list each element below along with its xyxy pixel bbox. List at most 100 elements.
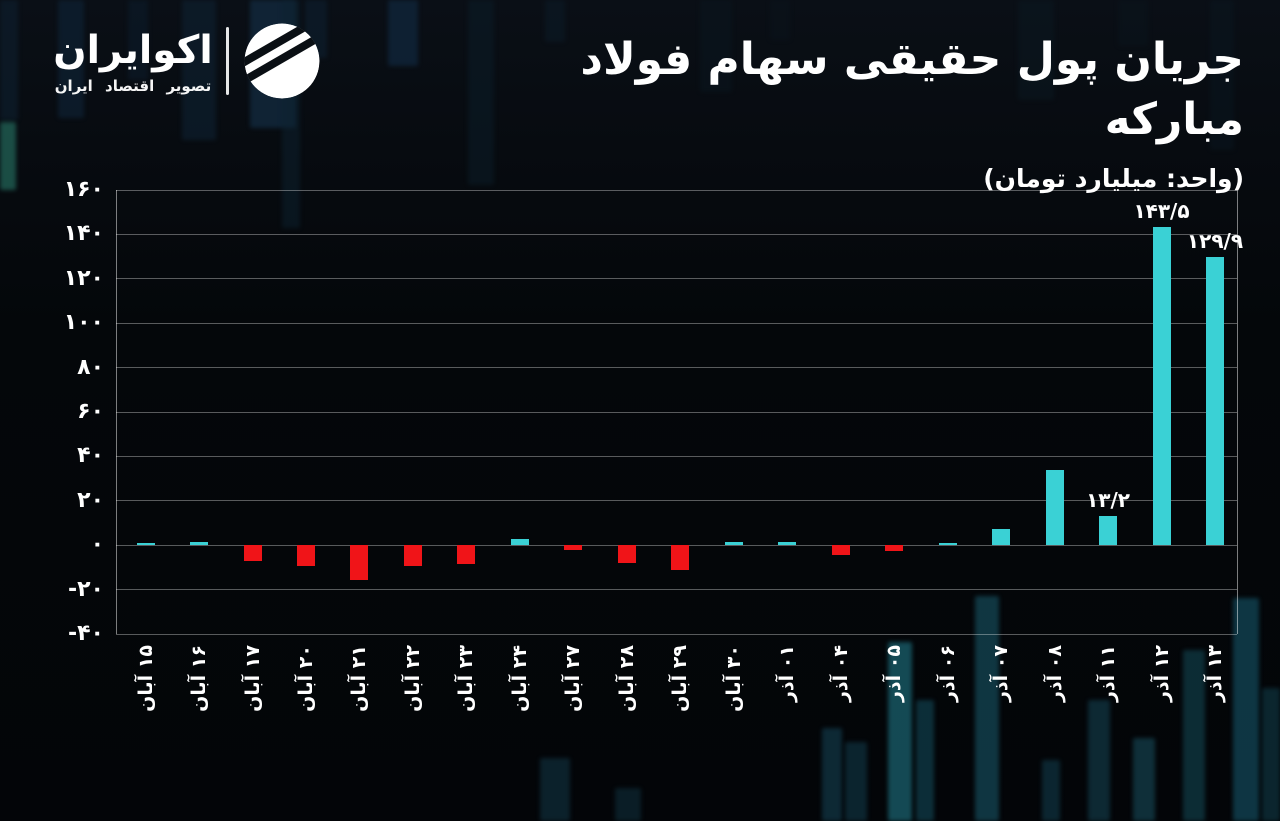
plot-right-border [1237,190,1238,634]
background-stripe [545,0,565,42]
chart-unit-label: (واحد: میلیارد تومان) [983,164,1244,193]
gridline [116,411,1237,413]
bar-value-label: ۱۳/۲ [1086,487,1131,512]
background-stripe [770,0,790,40]
bar [778,541,797,546]
chart-title: جریان پول حقیقی سهام فولاد مبارکه [580,34,1244,145]
y-axis-tick-label: ۱۶۰ [63,177,104,202]
background-stripe [615,788,641,821]
bar [1045,469,1064,546]
x-axis-tick-label: ۱۵ آبان [134,645,157,712]
y-axis-tick-label: ۱۰۰ [63,310,104,336]
bar-value-label: ۱۴۳/۵ [1133,198,1190,223]
background-stripe [468,0,494,185]
gridline [116,500,1237,502]
x-axis-tick-label: ۱۱ آذر [1097,645,1120,703]
brand-logo-mark-icon [244,23,320,99]
brand-tagline: تصویر اقتصاد ایران [54,77,212,95]
y-axis-tick-label: ۲۰ [77,487,104,513]
gridline [116,322,1237,324]
x-axis-tick-label: ۱۷ آبان [241,645,264,712]
background-stripe [975,596,999,821]
x-axis-tick-label: ۰۱ آذر [776,645,799,703]
bar [831,545,850,556]
bar [350,545,369,580]
y-axis-tick-label: ۱۲۰ [63,265,104,291]
x-axis-tick-label: ۱۳ آذر [1204,645,1226,703]
chart-header: جریان پول حقیقی سهام فولاد مبارکه (واحد:… [464,30,1244,193]
brand-text: اکوایران تصویر اقتصاد ایران [52,27,214,95]
y-axis-tick-label: -۲۰ [68,576,104,602]
brand-name: اکوایران [53,28,213,73]
background-stripe [182,0,216,140]
x-axis-tick-label: ۲۳ آبان [455,645,478,712]
y-axis-line [116,190,117,634]
background-stripe [916,700,934,821]
background-stripe [1018,0,1054,100]
bar [190,541,209,546]
background-stripe [822,728,842,821]
bar [403,545,422,567]
gridline [116,589,1237,591]
gridline [116,278,1237,280]
bar [671,545,690,570]
background-stripe [58,0,84,118]
background-stripe [1042,760,1060,821]
background-stripe [128,0,148,80]
x-axis-tick-label: ۱۲ آذر [1150,645,1173,703]
x-axis-tick-label: ۲۰ آبان [295,645,317,712]
bar [1206,256,1224,546]
x-axis-tick-label: ۰۶ آذر [936,645,959,703]
background-stripe [845,742,867,821]
bar [510,538,529,546]
bar [457,545,476,565]
x-axis-tick-label: ۲۴ آبان [508,645,531,712]
bar [297,545,315,567]
gridline [116,633,1237,635]
background-stripe [540,758,570,821]
background-stripe [1133,738,1155,821]
bar [938,542,957,546]
background-stripe [1183,650,1205,821]
x-axis-tick-label: ۰۸ آذر [1043,645,1066,703]
x-axis-tick-label: ۱۶ آبان [188,645,211,712]
bar [136,542,155,546]
y-axis-tick-label: ۸۰ [77,354,104,380]
y-axis-tick-label: ۶۰ [77,399,104,424]
gridline [116,233,1237,235]
bar [617,545,636,563]
x-axis-tick-label: ۲۱ آبان [348,645,371,712]
background-stripe [700,0,732,92]
background-stripe [388,0,418,66]
x-axis-tick-label: ۰۷ آذر [990,645,1013,703]
y-axis-tick-label: ۱۴۰ [63,221,104,247]
x-axis-tick-label: ۰۴ آذر [829,645,852,703]
background-stripe [1088,700,1110,821]
gridline [116,189,1237,191]
brand-logo: اکوایران تصویر اقتصاد ایران [52,22,321,100]
bar [885,545,904,551]
bar [243,545,262,561]
bar-value-label: ۱۲۹/۹ [1186,228,1244,253]
background-stripe [1210,0,1234,150]
background-stripe [1118,0,1148,46]
background-stripe [0,122,16,190]
gridline [116,367,1237,369]
brand-divider [226,27,229,95]
y-axis-tick-label: ۴۰ [77,443,104,469]
x-axis-tick-label: ۲۷ آبان [562,645,585,712]
x-axis-tick-label: ۳۰ آبان [722,645,745,712]
gridline [116,455,1237,457]
y-axis-tick-label: -۴۰ [68,621,104,646]
bar [1099,515,1118,546]
background-stripe [1233,598,1259,821]
y-axis-tick-label: ۰ [90,532,104,558]
bar [992,528,1011,546]
x-axis-tick-label: ۲۸ آبان [615,645,638,712]
background-stripe [1262,688,1280,821]
bar [1152,226,1171,546]
bar [724,541,743,546]
background-stripe [0,0,18,120]
